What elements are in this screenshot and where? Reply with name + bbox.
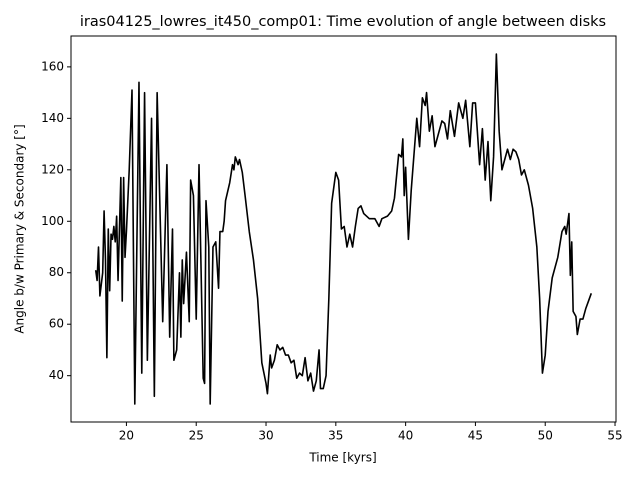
- x-tick-label: 55: [607, 429, 622, 443]
- x-tick-label: 20: [119, 429, 134, 443]
- data-line: [94, 53, 593, 405]
- x-tick-label: 35: [328, 429, 343, 443]
- y-tick-label: 140: [41, 111, 64, 125]
- y-tick-label: 80: [49, 265, 64, 279]
- chart-title: iras04125_lowres_it450_comp01: Time evol…: [80, 14, 606, 30]
- y-tick-label: 40: [49, 368, 64, 382]
- y-tick-label: 60: [49, 317, 64, 331]
- x-tick-label: 30: [258, 429, 273, 443]
- x-tick-label: 40: [398, 429, 413, 443]
- plot-frame: [70, 35, 617, 423]
- y-tick-label: 120: [41, 162, 64, 176]
- y-tick-label: 160: [41, 59, 64, 73]
- x-tick-label: 25: [189, 429, 204, 443]
- x-tick-label: 50: [538, 429, 553, 443]
- x-tick-label: 45: [468, 429, 483, 443]
- y-tick-label: 100: [41, 214, 64, 228]
- x-axis-label: Time [kyrs]: [308, 451, 376, 465]
- y-axis-label: Angle b/w Primary & Secondary [°]: [13, 124, 27, 333]
